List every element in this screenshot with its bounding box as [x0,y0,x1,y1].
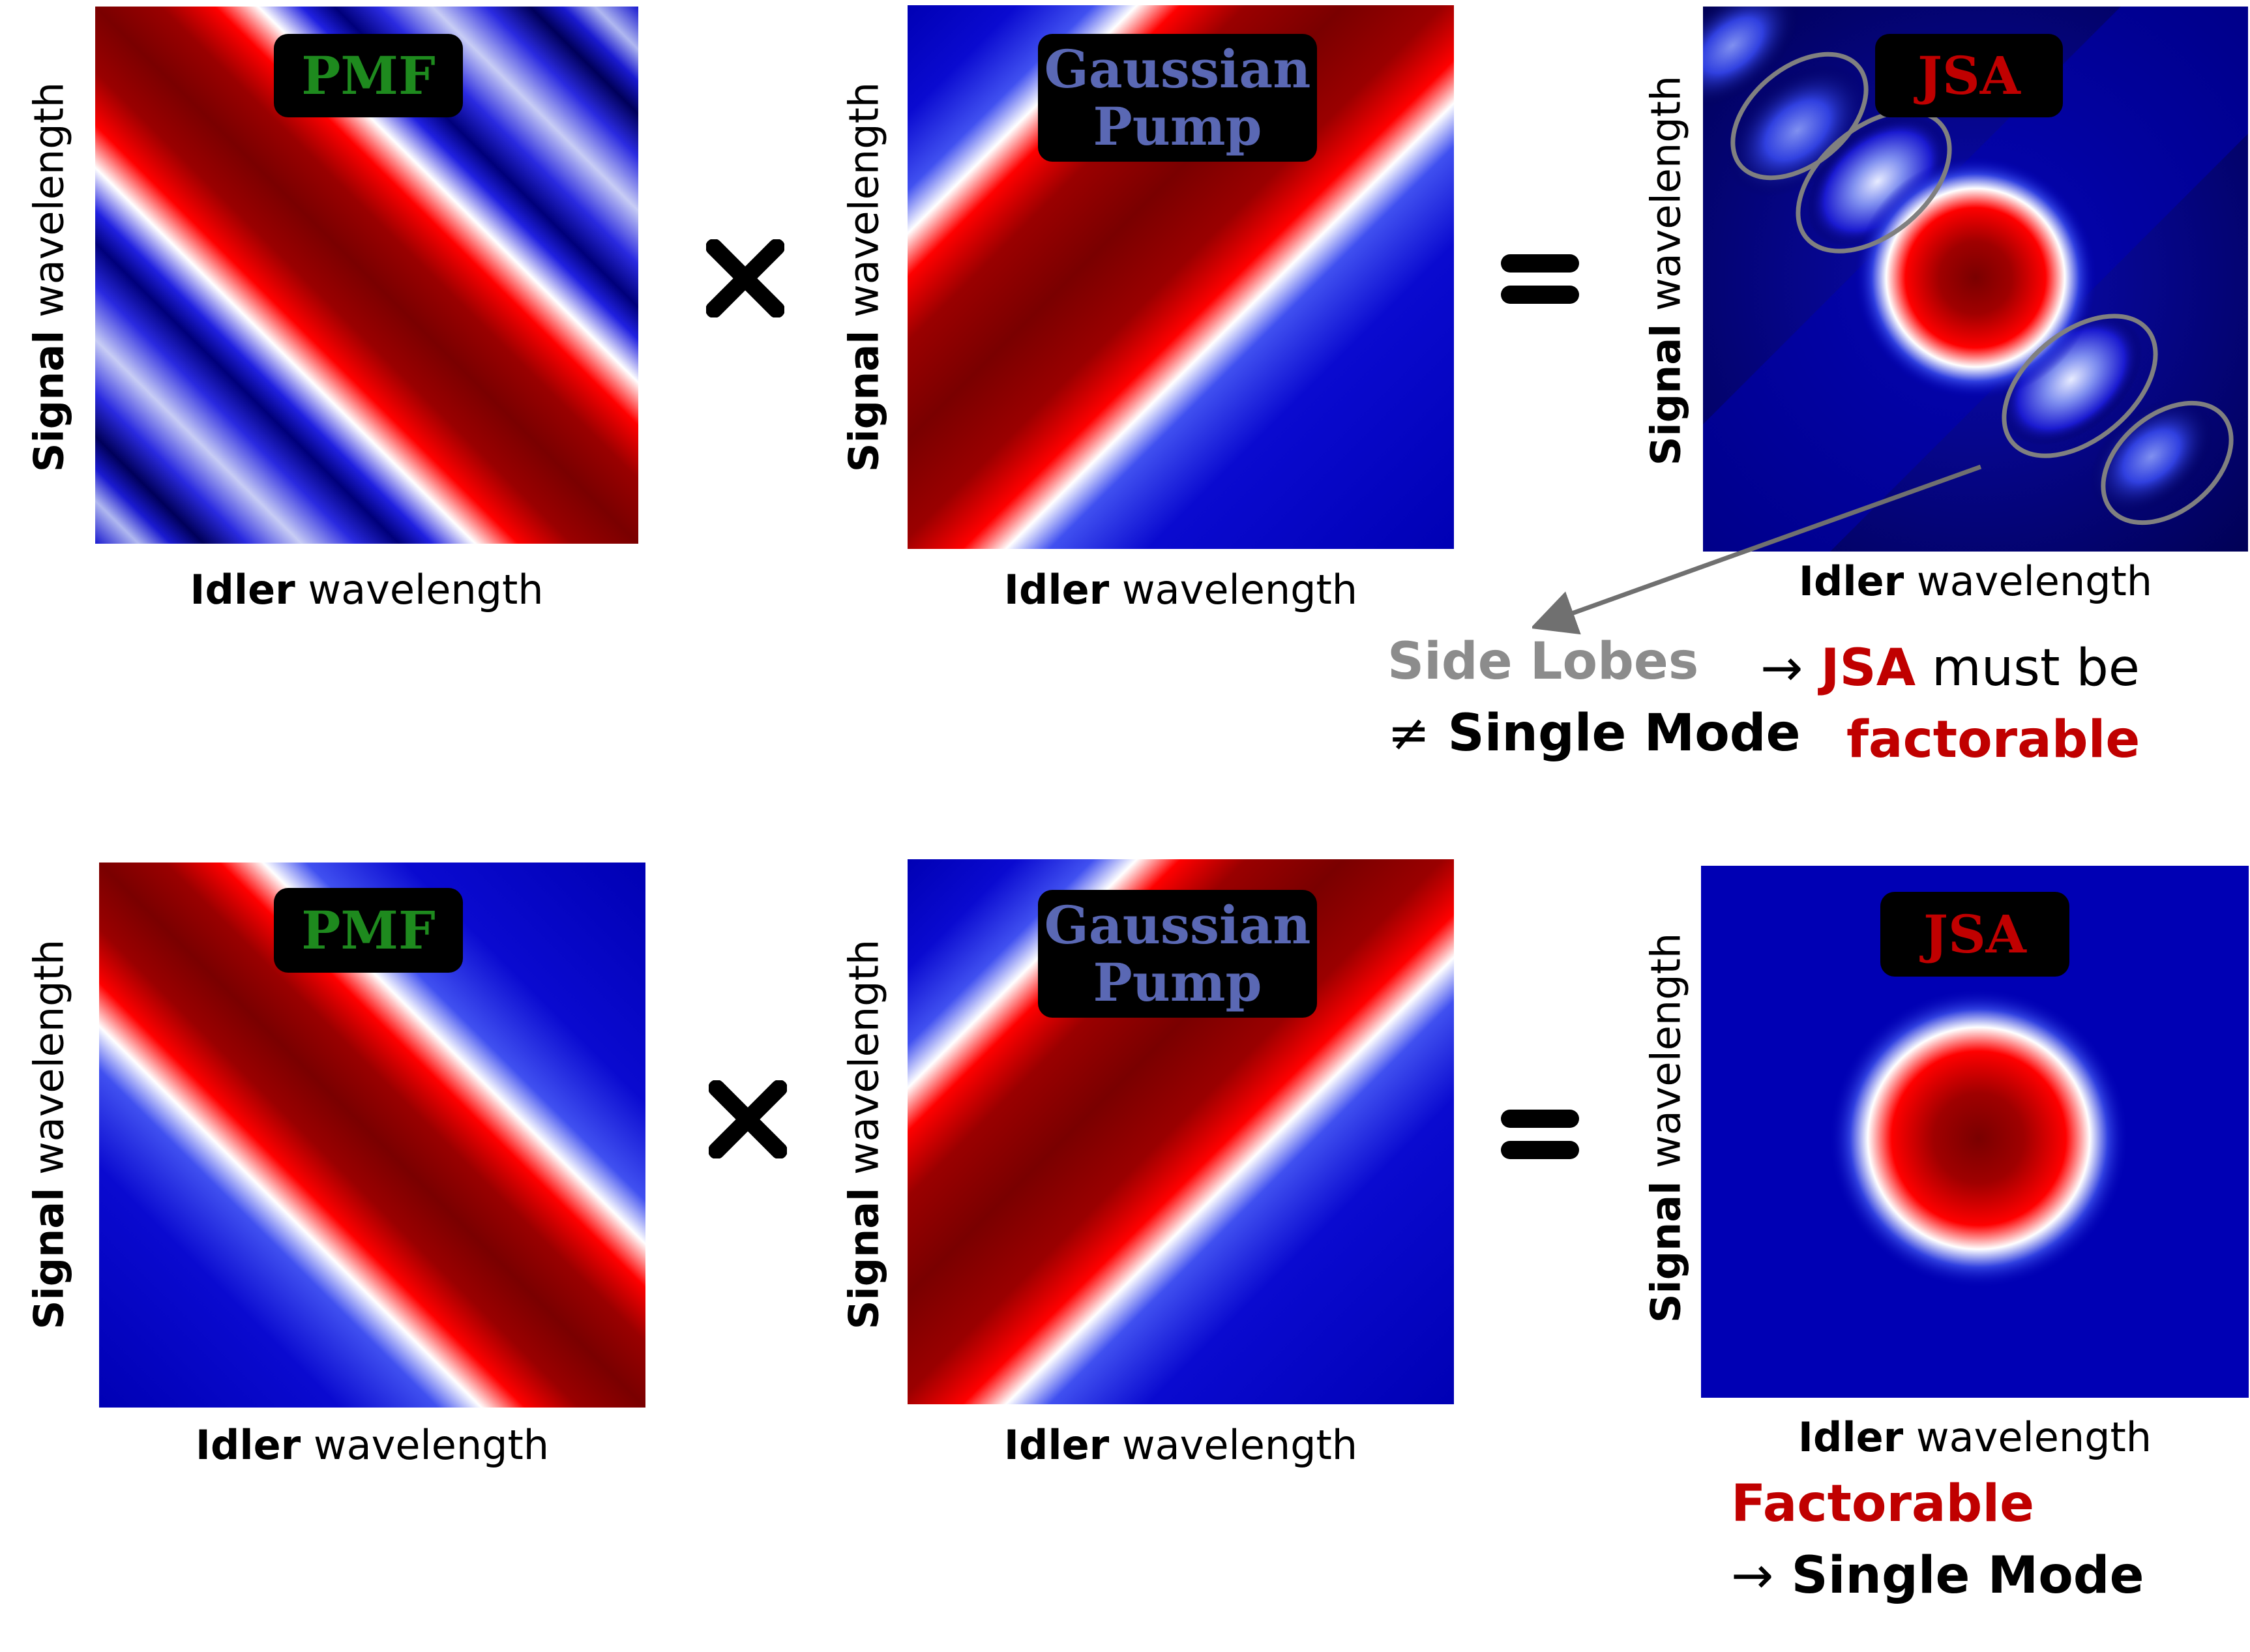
idler-axis-label: Idler wavelength [1798,557,2153,605]
pump-tag-top: Gaussian Pump [1038,34,1317,162]
signal-axis-label: Signal wavelength [840,939,888,1330]
factorable-label-top: factorable [1846,711,2140,769]
idler-axis-label: Idler wavelength [195,1421,550,1469]
pmf-tag-text: PMF [301,45,436,106]
signal-axis-label: Signal wavelength [25,939,73,1330]
single-mode-label-bottom: → Single Mode [1731,1546,2144,1605]
pump-tag-line2: Pump [1093,952,1262,1013]
jsa-tag-bottom: JSA [1880,892,2069,977]
pump-tag-line2: Pump [1093,96,1262,157]
side-lobes-label: Side Lobes [1387,632,1699,691]
pump-tag-bottom: Gaussian Pump [1038,890,1317,1018]
signal-axis-label: Signal wavelength [1642,932,1690,1323]
pmf-tag-top: PMF [274,34,463,117]
signal-axis-label: Signal wavelength [25,81,73,473]
jsa-tag-text: JSA [1923,904,2026,965]
pmf-tag-text: PMF [301,900,436,961]
idler-axis-label: Idler wavelength [1003,566,1358,613]
times-operator-bottom [709,1080,787,1158]
pump-tag-line1: Gaussian [1044,894,1311,956]
idler-axis-label: Idler wavelength [1798,1413,2152,1461]
pump-tag-line1: Gaussian [1044,38,1311,100]
equals-operator-bottom [1501,1110,1579,1159]
signal-axis-label: Signal wavelength [1642,75,1690,466]
times-operator-top [706,239,784,317]
jsa-tag-top: JSA [1875,34,2063,117]
side-lobes-pointer-arrow [1532,464,1982,635]
idler-axis-label: Idler wavelength [190,566,544,613]
idler-axis-label: Idler wavelength [1003,1421,1358,1469]
signal-axis-label: Signal wavelength [840,81,888,473]
jsa-tag-text: JSA [1917,45,2021,106]
not-single-mode-label: ≠ Single Mode [1387,704,1801,763]
factorable-label-bottom: Factorable [1731,1475,2035,1533]
pmf-tag-bottom: PMF [274,888,463,973]
jsa-must-be-label: → JSA must be [1760,639,2140,698]
equals-operator-top [1501,254,1579,304]
